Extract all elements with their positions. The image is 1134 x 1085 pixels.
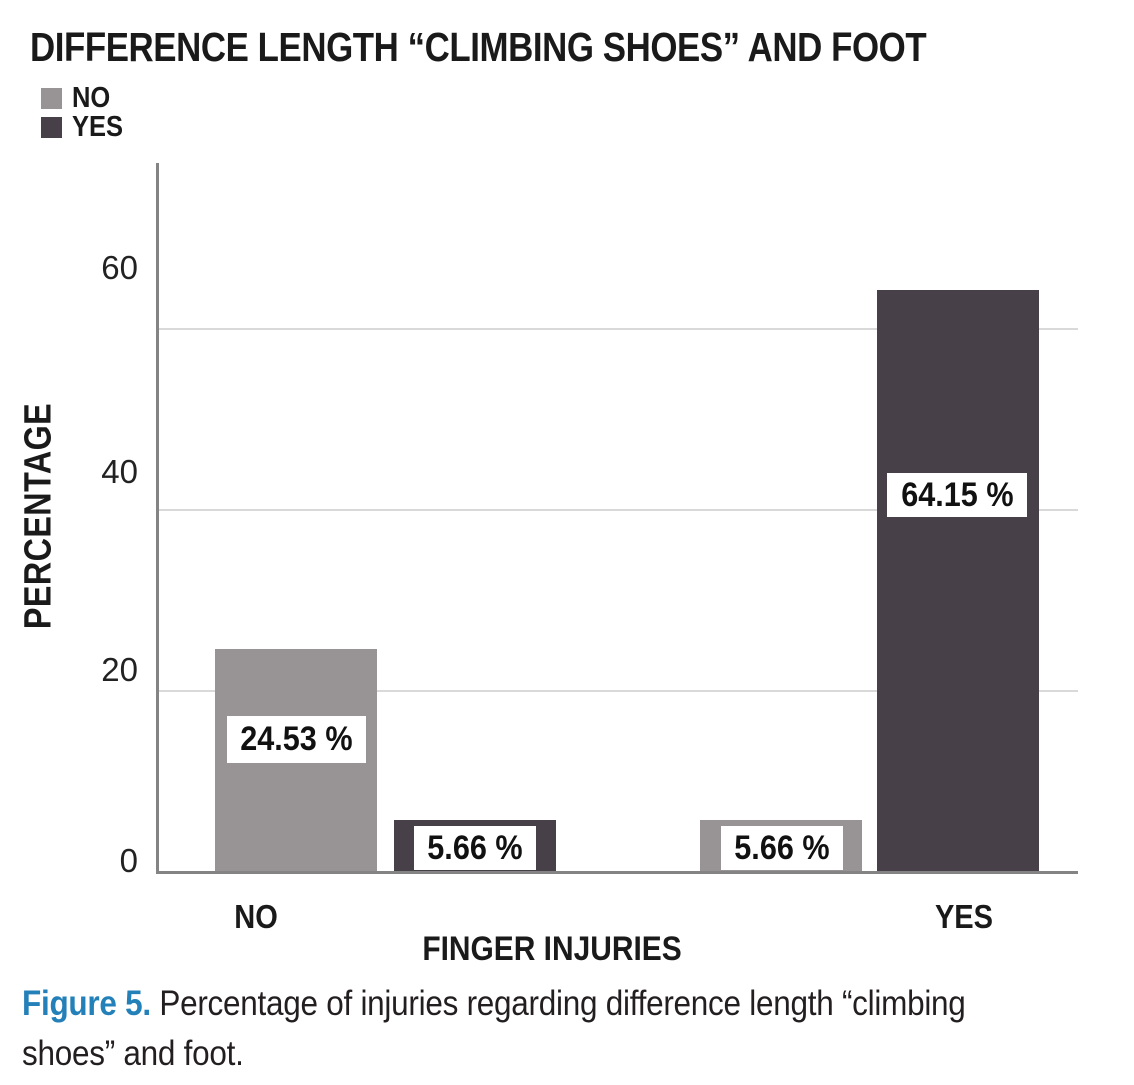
value-label-1: 5.66 %: [414, 826, 536, 870]
x-category-no: NO: [234, 898, 278, 935]
value-label-text-0: 24.53 %: [240, 720, 353, 758]
value-label-text-3: 64.15 %: [900, 475, 1014, 514]
x-axis-line: [156, 871, 1078, 874]
value-label-2: 5.66 %: [721, 826, 843, 870]
legend-item-no: NO: [41, 82, 130, 114]
y-axis-line: [156, 163, 159, 874]
bar-yes-yes: [877, 290, 1039, 871]
legend-swatch-yes: [41, 116, 62, 138]
value-label-0: 24.53 %: [227, 716, 366, 763]
x-category-yes: YES: [934, 898, 994, 935]
value-label-text-1: 5.66 %: [427, 828, 523, 867]
legend: NO YES: [41, 82, 130, 145]
y-tick-20: 20: [101, 651, 138, 688]
legend-label-no: NO: [72, 81, 111, 114]
chart-title: DIFFERENCE LENGTH “CLIMBING SHOES” AND F…: [30, 24, 927, 70]
y-tick-40: 40: [101, 453, 138, 490]
gridline-60: [159, 328, 1078, 330]
y-axis-title: PERCENTAGE: [17, 402, 60, 630]
figure-caption: Figure 5. Percentage of injuries regardi…: [22, 979, 1021, 1079]
value-label-text-2: 5.66 %: [734, 828, 830, 867]
figure-caption-text-line2: shoes” and foot.: [22, 1034, 244, 1073]
x-axis-title: FINGER INJURIES: [422, 930, 682, 968]
value-label-3: 64.15 %: [887, 473, 1027, 517]
y-tick-0: 0: [119, 842, 138, 879]
gridline-40: [159, 509, 1078, 511]
legend-label-yes: YES: [72, 110, 124, 143]
legend-item-yes: YES: [41, 111, 130, 143]
y-tick-60: 60: [101, 249, 138, 286]
figure-caption-label: Figure 5.: [22, 984, 151, 1023]
gridline-20: [159, 690, 1078, 692]
legend-swatch-no: [41, 87, 62, 109]
figure-caption-text-line1: Percentage of injuries regarding differe…: [159, 984, 966, 1023]
